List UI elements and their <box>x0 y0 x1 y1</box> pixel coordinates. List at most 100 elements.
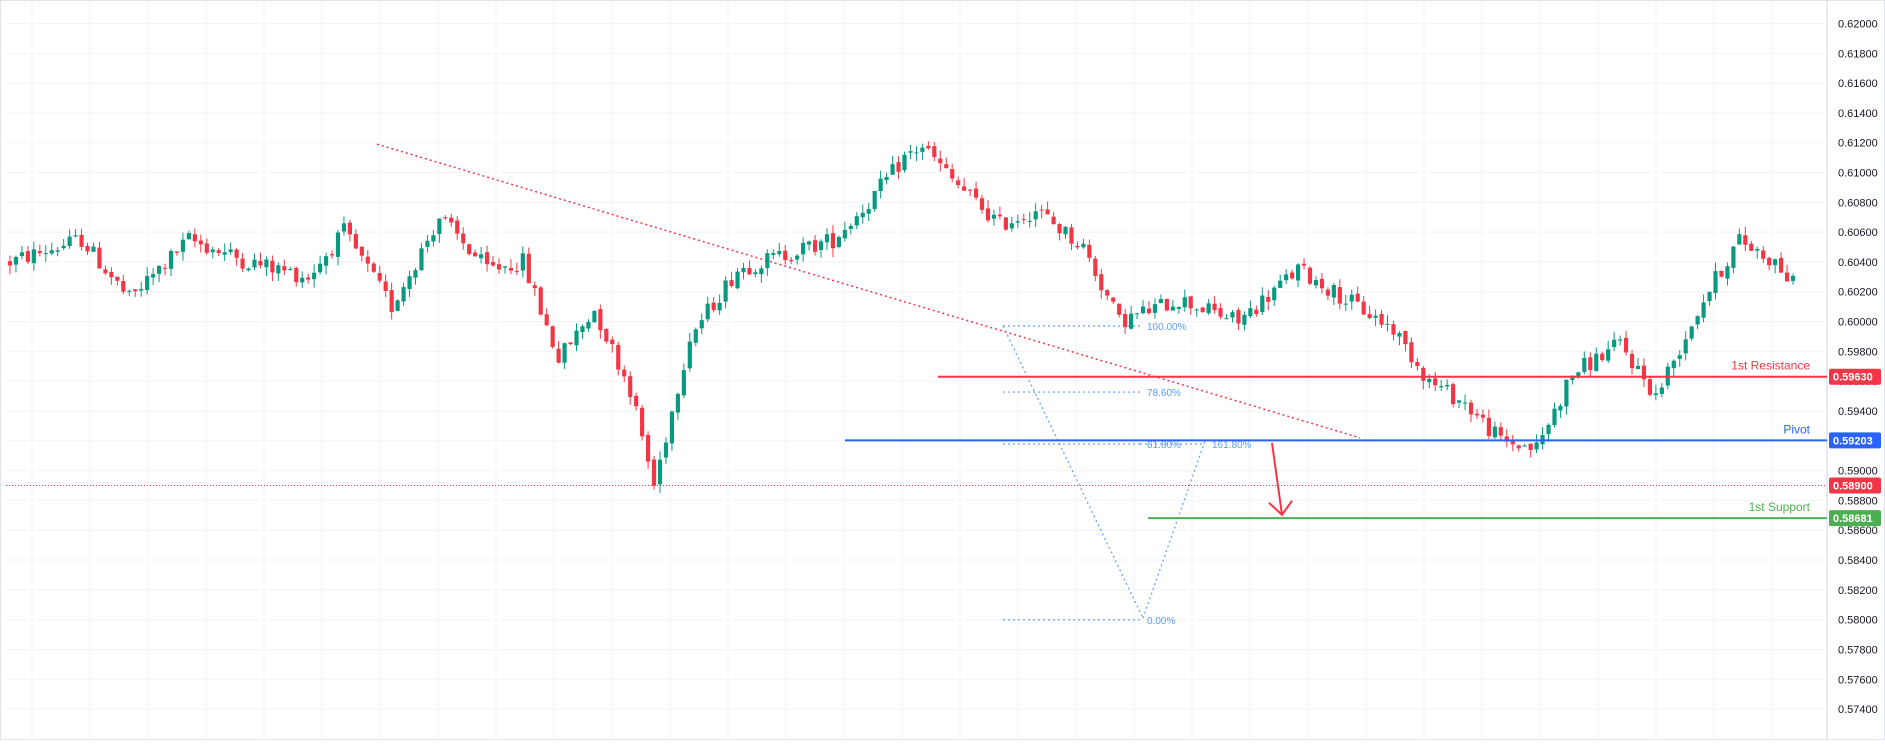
candle-body <box>1272 287 1277 301</box>
level-price-tag <box>1829 368 1881 385</box>
candle-body <box>598 309 603 331</box>
candle-body <box>1522 445 1527 447</box>
candle-body <box>1349 294 1354 302</box>
candle-body <box>318 263 323 273</box>
forecast-arrow-shaft[interactable] <box>1271 442 1283 515</box>
candle-body <box>490 261 496 266</box>
candle-body <box>562 343 567 363</box>
forecast-arrow-head[interactable] <box>1268 500 1293 517</box>
candle-body <box>1134 313 1140 315</box>
candle-body <box>139 289 144 291</box>
candle-body <box>425 240 430 247</box>
candle-body <box>1254 309 1259 315</box>
candle-body <box>419 248 424 271</box>
candle-body <box>1779 257 1784 273</box>
price-tick-label: 0.59400 <box>1838 406 1878 418</box>
price-tick-label: 0.58000 <box>1838 615 1878 627</box>
candle-body <box>628 376 633 398</box>
candle-body <box>789 259 794 262</box>
candle-body <box>109 271 114 278</box>
candle-body <box>908 151 913 153</box>
candle-body <box>514 270 519 272</box>
candle-body <box>168 251 174 269</box>
candle-body <box>312 272 317 280</box>
candle-body <box>1534 442 1539 450</box>
candle-body <box>31 249 36 264</box>
candle-body <box>437 218 442 235</box>
price-levels[interactable]: 1st Resistance 0.59630 Pivot 0.59203 1st Sup… <box>6 359 1881 527</box>
candle-body <box>1528 443 1533 451</box>
candle-body <box>687 341 692 369</box>
candle-body <box>1117 303 1122 315</box>
candle-body <box>1462 402 1468 404</box>
candle-body <box>616 344 621 370</box>
level-price-tag-text: 0.59630 <box>1833 372 1873 384</box>
candle-body <box>1391 324 1396 335</box>
candle-body <box>717 302 722 311</box>
candle-body <box>1069 227 1074 244</box>
candle-body <box>765 253 770 269</box>
candle-body <box>991 214 997 219</box>
trendline[interactable] <box>376 143 1361 439</box>
candle-body <box>180 239 186 252</box>
level-label: 1st Resistance <box>1731 359 1810 373</box>
candle-body <box>1671 360 1676 369</box>
candle-body <box>323 256 329 266</box>
candle-body <box>1433 378 1438 386</box>
candle-body <box>1075 245 1080 248</box>
candle-body <box>914 152 919 154</box>
candle-body <box>1570 375 1575 380</box>
candle-body <box>1480 414 1486 418</box>
candle-body <box>1695 316 1700 325</box>
candle-body <box>1337 287 1342 304</box>
candle-body <box>753 272 758 275</box>
fibonacci-retracement[interactable]: 100.00% 78.60% 61.80% 0.00% 161.80% <box>1002 322 1252 627</box>
candle-body <box>49 250 54 254</box>
candle-body <box>538 287 543 315</box>
candle-body <box>640 407 645 437</box>
candle-body <box>234 249 239 258</box>
candle-body <box>1266 296 1271 302</box>
candle-body <box>1284 274 1289 281</box>
candle-body <box>1492 426 1497 438</box>
candle-body <box>568 342 573 345</box>
candle-body <box>210 249 215 253</box>
price-tick-label: 0.61000 <box>1838 168 1878 180</box>
fib-extension-diagonal[interactable] <box>1142 440 1206 619</box>
candle-body <box>413 270 418 278</box>
candle-body <box>962 186 967 191</box>
candle-body <box>592 310 597 323</box>
candle-body <box>264 259 269 268</box>
candle-body <box>1290 272 1295 279</box>
candle-body <box>1451 384 1456 405</box>
candle-body <box>1039 209 1044 211</box>
price-tick-label: 0.62000 <box>1838 18 1878 30</box>
candle-body <box>473 252 478 257</box>
price-tick-label: 0.57400 <box>1838 704 1878 716</box>
price-tick-label: 0.61400 <box>1838 108 1878 120</box>
candle-body <box>526 253 531 284</box>
candle-body <box>1164 298 1169 311</box>
candle-body <box>508 268 514 271</box>
candle-body <box>1087 244 1092 258</box>
candle-body <box>1146 308 1152 314</box>
candle-body <box>216 250 221 253</box>
candle-body <box>1236 310 1241 324</box>
candle-body <box>174 251 180 253</box>
candle-body <box>1140 306 1146 314</box>
candle-body <box>1093 258 1098 276</box>
descending-trendline[interactable] <box>376 143 1361 439</box>
candle-body <box>162 267 168 269</box>
candle-body <box>127 291 132 293</box>
candle-body <box>1319 278 1325 289</box>
candle-body <box>938 158 943 164</box>
candle-body <box>1045 209 1050 215</box>
forecast-arrow[interactable] <box>1268 442 1293 517</box>
candle-body <box>1248 308 1253 317</box>
fib-diagonal[interactable] <box>1002 325 1144 619</box>
level-price-tag <box>1829 432 1881 449</box>
candle-body <box>246 268 251 271</box>
